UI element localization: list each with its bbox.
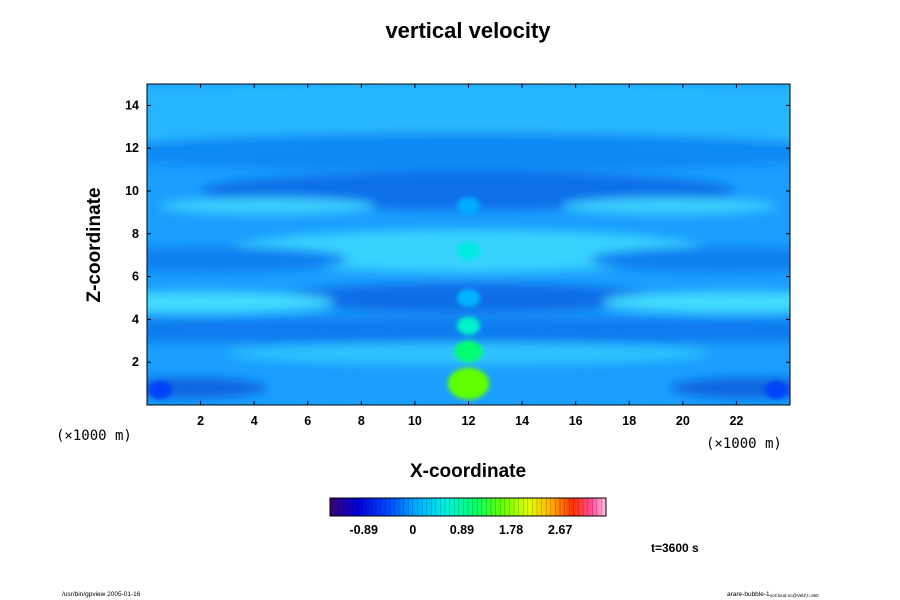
x-scale-note-right: (×1000 m) (706, 436, 782, 452)
heatmap-feature-4 (456, 289, 481, 307)
colorbar-tick-label: 0 (409, 523, 416, 537)
colorbar-tick-label: 2.67 (548, 523, 572, 537)
y-tick-label: 14 (125, 98, 139, 112)
heatmap-feature-1 (454, 340, 483, 363)
x-tick-label: 14 (515, 414, 529, 428)
footer-source-main: arare-bubble-1 (727, 591, 770, 598)
chart-title: vertical velocity (385, 18, 551, 43)
x-tick-label: 16 (569, 414, 583, 428)
x-axis: 2 4 6 8 10 12 14 16 18 20 22 (197, 84, 743, 428)
y-axis: 2 4 6 8 10 12 14 (125, 98, 790, 369)
x-tick-label: 8 (358, 414, 365, 428)
field-band-14 (669, 377, 790, 399)
y-tick-label: 10 (125, 184, 139, 198)
colorbar-tick-label: -0.89 (349, 523, 378, 537)
field-band-11 (160, 197, 375, 215)
x-axis-title: X-coordinate (410, 461, 526, 482)
y-tick-label: 12 (125, 141, 139, 155)
colorbar-tick-label: 0.89 (450, 523, 474, 537)
field-band-12 (562, 197, 777, 215)
field-band-1 (147, 133, 790, 172)
y-tick-label: 6 (132, 270, 139, 284)
field-band-7 (147, 246, 348, 273)
colorbar (329, 497, 607, 517)
x-tick-label: 22 (729, 414, 743, 428)
x-tick-label: 2 (197, 414, 204, 428)
field-band-13 (147, 377, 268, 399)
heatmap-feature-7 (764, 381, 789, 400)
time-label: t=3600 s (651, 541, 699, 555)
heatmap-feature-0 (447, 367, 490, 400)
field-band-10 (602, 291, 790, 313)
footer-source: arare-bubble-1noCloud.nc@VelZ,t=360 (727, 591, 819, 598)
heatmap-feature-2 (456, 316, 481, 335)
colorbar-divisions (334, 498, 602, 516)
x-scale-note-left: (×1000 m) (56, 428, 132, 444)
y-tick-label: 8 (132, 227, 139, 241)
heatmap-field (147, 84, 790, 405)
heatmap-feature-5 (456, 196, 481, 215)
x-tick-label: 4 (251, 414, 258, 428)
field-band-8 (589, 246, 790, 273)
heatmap-feature-3 (456, 241, 481, 260)
x-tick-label: 18 (622, 414, 636, 428)
colorbar-ticks: -0.89 0 0.89 1.78 2.67 (349, 523, 572, 537)
colorbar-tick-label: 1.78 (499, 523, 523, 537)
x-tick-label: 6 (304, 414, 311, 428)
footer-command: /usr/bin/gpview 2005-01-16 (62, 591, 141, 598)
y-tick-label: 4 (132, 312, 139, 326)
heatmap-feature-6 (148, 381, 173, 400)
y-axis-title: Z-coordinate (84, 187, 105, 302)
x-tick-label: 20 (676, 414, 690, 428)
footer-source-sub: noCloud.nc@VelZ,t=360 (770, 593, 819, 598)
x-tick-label: 12 (462, 414, 476, 428)
x-tick-label: 10 (408, 414, 422, 428)
y-tick-label: 2 (132, 355, 139, 369)
field-band-9 (147, 291, 335, 313)
